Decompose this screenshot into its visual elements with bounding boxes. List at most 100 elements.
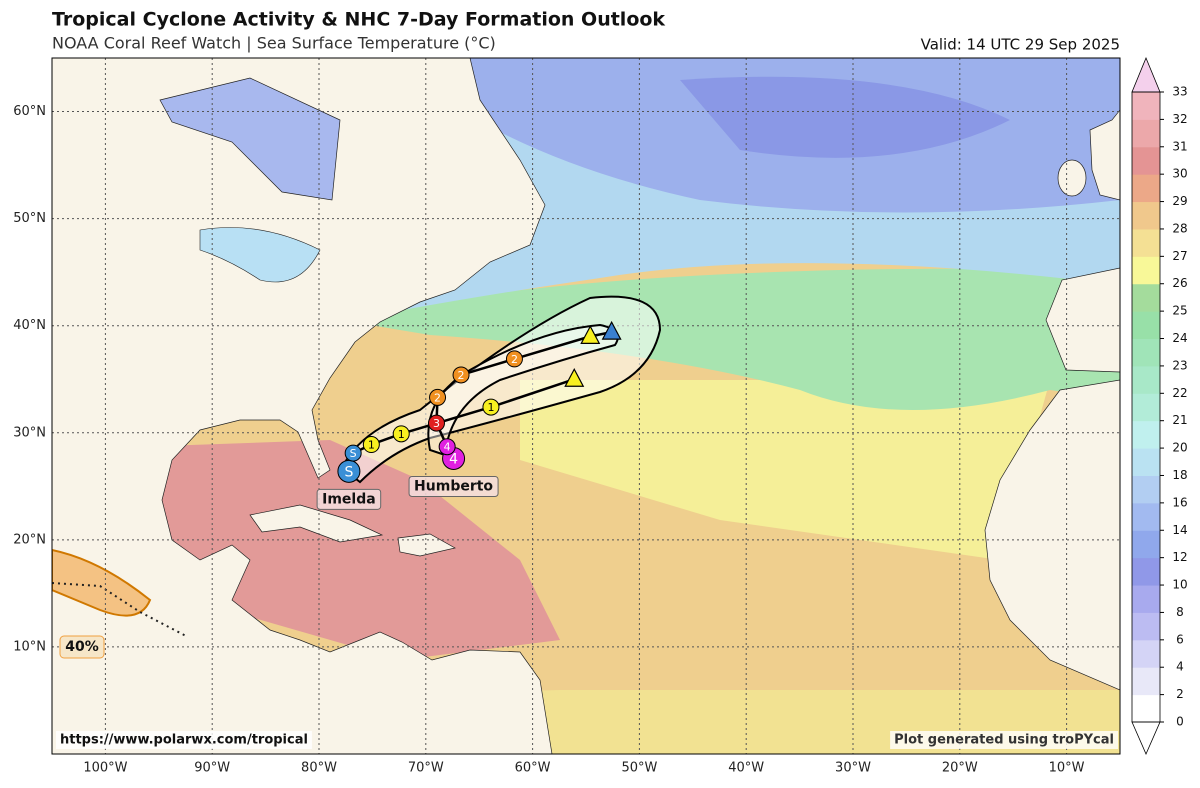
storm-name: Humberto — [414, 478, 493, 494]
map-frame — [51, 57, 1121, 755]
land-cuba — [249, 504, 384, 543]
track-marker — [392, 425, 410, 443]
lat-label: 30°N — [13, 425, 46, 440]
great-lakes — [199, 227, 321, 283]
colorbar-under — [1131, 721, 1161, 755]
track-marker — [438, 438, 456, 456]
colorbar-label: 30 — [1172, 167, 1187, 181]
marker-label: 1 — [487, 401, 494, 414]
colorbar-label: 8 — [1176, 605, 1184, 619]
colorbar-label: 29 — [1172, 194, 1187, 208]
land-britain — [1089, 109, 1120, 201]
track-marker — [362, 436, 380, 454]
colorbar-band — [1132, 393, 1160, 422]
lon-label: 50°W — [621, 761, 657, 776]
colorbar-band — [1132, 311, 1160, 340]
forecast-triangle — [564, 367, 585, 387]
title: Tropical Cyclone Activity & NHC 7-Day Fo… — [52, 9, 665, 31]
colorbar-label: 18 — [1172, 468, 1187, 482]
land-iberia — [1045, 267, 1120, 373]
colorbar-label: 12 — [1172, 550, 1187, 564]
lat-label: 60°N — [13, 104, 46, 119]
storm-name-box — [316, 488, 382, 510]
colorbar-label: 31 — [1172, 139, 1187, 153]
footer-box — [56, 731, 312, 749]
marker-label: 3 — [433, 417, 440, 430]
colorbar-over — [1131, 56, 1161, 93]
colorbar-band — [1132, 365, 1160, 394]
colorbar-band — [1132, 420, 1160, 449]
valid-time: Valid: 14 UTC 29 Sep 2025 — [921, 36, 1120, 54]
lon-label: 30°W — [835, 761, 871, 776]
marker-label: 2 — [511, 353, 518, 366]
colorbar-band — [1132, 530, 1160, 559]
colorbar-label: 21 — [1172, 413, 1187, 427]
lat-label: 40°N — [13, 318, 46, 333]
colorbar-label: 2 — [1176, 687, 1184, 701]
colorbar-band — [1132, 256, 1160, 285]
colorbar: 0246810121416182021222324252627282930313… — [1131, 56, 1188, 755]
land-americas — [52, 58, 553, 754]
colorbar-band — [1132, 174, 1160, 203]
outlook-label: 40% — [65, 639, 99, 655]
labels: 100°W 90°W 80°W 70°W 60°W 50°W 40°W 30°W 20°W 10°… — [13, 104, 1118, 776]
lon-label: 70°W — [408, 761, 444, 776]
colorbar-band — [1132, 612, 1160, 641]
forecast-triangle — [580, 325, 601, 344]
ocean-green — [340, 268, 1120, 410]
colorbar-label: 24 — [1172, 331, 1187, 345]
marker-label: S — [350, 447, 357, 460]
colorbar-label: 23 — [1172, 358, 1187, 372]
colorbar-label: 33 — [1172, 85, 1187, 99]
forecast-cone — [340, 295, 662, 484]
lon-label: 10°W — [1049, 761, 1085, 776]
storm-name: Imelda — [322, 491, 376, 507]
forecast-triangle — [601, 320, 622, 340]
outlook-area — [52, 548, 152, 617]
colorbar-band — [1132, 694, 1160, 723]
subtitle: NOAA Coral Reef Watch | Sea Surface Temp… — [52, 34, 496, 53]
colorbar-label: 32 — [1172, 112, 1187, 126]
hudson-bay — [159, 77, 341, 201]
footer-box — [890, 731, 1118, 749]
colorbar-label: 16 — [1172, 495, 1187, 509]
colorbar-band — [1132, 201, 1160, 230]
colorbar-frame — [1131, 91, 1161, 723]
colorbar-label: 22 — [1172, 386, 1187, 400]
colorbar-band — [1132, 557, 1160, 586]
lon-label: 60°W — [515, 761, 551, 776]
colorbar-label: 20 — [1172, 441, 1187, 455]
colorbar-label: 6 — [1176, 632, 1184, 646]
colorbar-label: 14 — [1172, 523, 1187, 537]
colorbar-band — [1132, 92, 1160, 120]
track-marker — [505, 350, 523, 368]
marker-label: S — [344, 464, 353, 480]
track-marker — [482, 398, 500, 416]
marker-label: 1 — [368, 439, 375, 452]
colorbar-label: 4 — [1176, 660, 1184, 674]
colorbar-band — [1132, 667, 1160, 696]
colorbar-band — [1132, 146, 1160, 175]
colorbar-band — [1132, 283, 1160, 312]
colorbar-band — [1132, 338, 1160, 367]
marker-label: 2 — [434, 391, 441, 404]
ocean-yellow — [520, 380, 1050, 560]
footer-text: Plot generated using troPYcal — [894, 733, 1114, 748]
marker-label: 4 — [444, 441, 451, 454]
colorbar-label: 28 — [1172, 221, 1187, 235]
track-marker — [429, 388, 447, 406]
storm-name-box — [408, 475, 499, 497]
colorbar-label: 10 — [1172, 578, 1187, 592]
outlook-box — [59, 635, 105, 659]
marker-label: 4 — [449, 451, 458, 467]
footer-text: https://www.polarwx.com/tropical — [60, 733, 308, 748]
colorbar-label: 27 — [1172, 249, 1187, 263]
gridlines — [52, 58, 1120, 754]
ocean-coldest — [680, 76, 1010, 158]
outlook-track — [52, 582, 187, 637]
marker-label: 2 — [458, 369, 465, 382]
lon-label: 100°W — [83, 761, 127, 776]
